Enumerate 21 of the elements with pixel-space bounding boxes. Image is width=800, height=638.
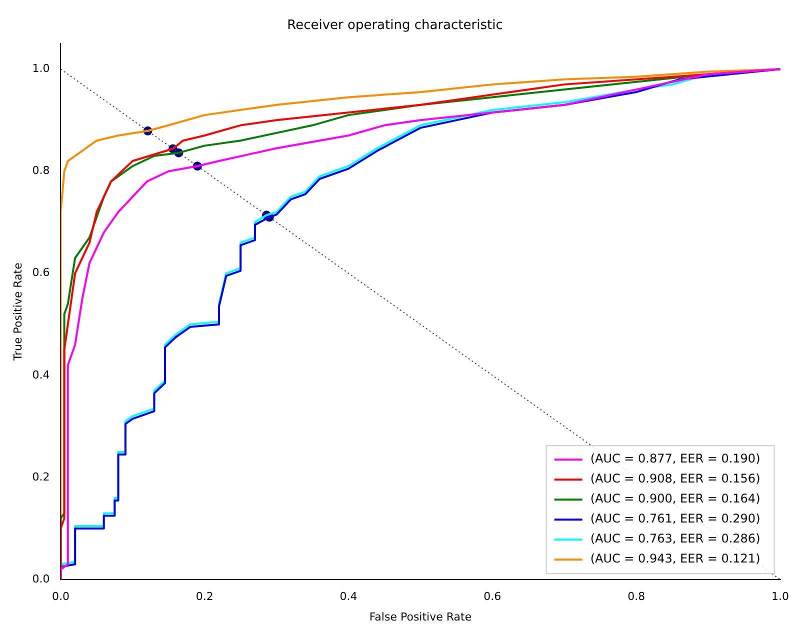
y-tick-label: 0.8 (32, 164, 50, 178)
x-tick-label: 1.0 (772, 590, 790, 604)
legend-label: (AUC = 0.900, EER = 0.164) (590, 492, 760, 506)
x-tick-label: 0.0 (52, 590, 70, 604)
y-tick-label: 1.0 (32, 62, 50, 75)
legend-label: (AUC = 0.908, EER = 0.156) (590, 472, 760, 486)
x-tick-label: 0.6 (484, 590, 502, 604)
legend-label: (AUC = 0.761, EER = 0.290) (590, 512, 760, 526)
x-tick-label: 0.2 (196, 590, 214, 604)
x-tick-label: 0.4 (340, 590, 358, 604)
x-tick-label: 0.8 (628, 590, 646, 604)
y-tick-label: 0.4 (32, 368, 50, 382)
y-tick-label: 0.0 (32, 572, 50, 586)
x-axis-title: False Positive Rate (369, 610, 472, 624)
chart-title: Receiver operating characteristic (287, 18, 503, 34)
y-tick-label: 0.6 (32, 266, 50, 280)
legend-label: (AUC = 0.943, EER = 0.121) (590, 552, 760, 566)
legend-label: (AUC = 0.877, EER = 0.190) (590, 452, 760, 466)
y-tick-label: 0.2 (32, 470, 50, 484)
y-axis-title: True Positive Rate (11, 262, 24, 362)
legend-label: (AUC = 0.763, EER = 0.286) (590, 532, 760, 546)
